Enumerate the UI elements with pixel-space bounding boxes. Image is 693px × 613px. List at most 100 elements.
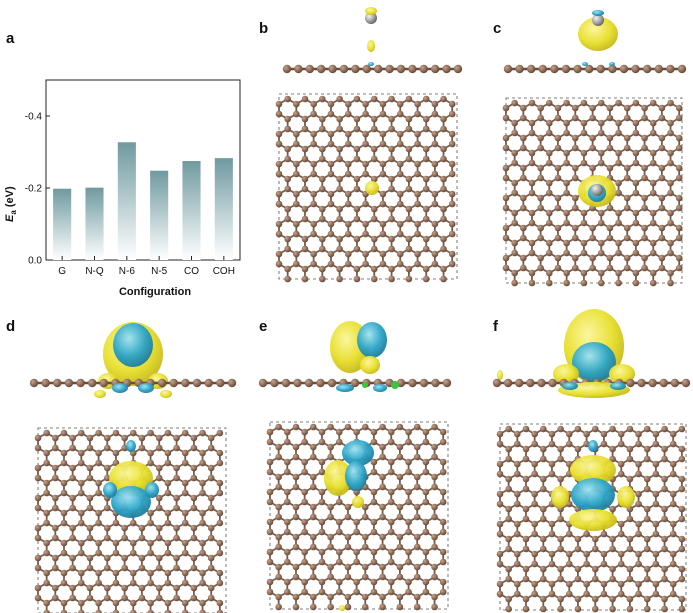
carbon-atom: [336, 215, 343, 223]
carbon-atom: [632, 119, 640, 127]
carbon-atom: [34, 474, 42, 482]
carbon-atom-side: [317, 64, 326, 74]
carbon-atom: [181, 539, 189, 547]
carbon-atom: [164, 609, 172, 613]
carbon-atom-side: [169, 378, 178, 388]
carbon-atom: [546, 279, 553, 287]
carbon-atom: [266, 488, 274, 496]
carbon-atom: [502, 224, 510, 232]
carbon-atom: [520, 264, 527, 272]
carbon-atom: [571, 174, 579, 182]
carbon-atom: [216, 579, 224, 587]
carbon-atom: [181, 489, 189, 497]
carbon-atom: [511, 99, 518, 107]
carbon-atom: [675, 234, 683, 242]
carbon-atom: [336, 145, 343, 153]
carbon-atom: [43, 539, 50, 547]
carbon-atom: [173, 534, 180, 542]
carbon-atom: [422, 265, 430, 273]
carbon-atom-side: [537, 378, 546, 388]
carbon-atom: [103, 504, 111, 512]
carbon-atom: [623, 204, 631, 212]
carbon-atom: [353, 558, 360, 566]
carbon-atom: [207, 434, 215, 442]
carbon-atom: [574, 605, 582, 613]
carbon-atom: [396, 140, 404, 148]
carbon-atom: [580, 219, 588, 227]
carbon-atom: [514, 460, 521, 468]
carbon-atom: [388, 245, 395, 253]
carbon-atom: [502, 194, 510, 202]
carbon-atom: [502, 134, 510, 142]
carbon-atom: [318, 578, 326, 586]
carbon-atom-side: [99, 378, 109, 388]
carbon-atom: [310, 140, 317, 148]
carbon-atom: [52, 474, 59, 482]
carbon-atom: [589, 144, 596, 152]
carbon-atom: [60, 569, 68, 577]
carbon-atom: [396, 473, 404, 481]
carbon-atom: [548, 460, 556, 468]
carbon-atom: [422, 185, 430, 193]
carbon-atom: [173, 504, 180, 512]
carbon-atom: [43, 479, 50, 487]
carbon-atom: [563, 119, 570, 127]
carbon-atom: [173, 554, 180, 562]
carbon-atom: [370, 578, 378, 586]
carbon-atom-side: [304, 378, 314, 388]
carbon-atom: [678, 485, 686, 493]
carbon-atom: [414, 190, 421, 198]
carbon-atom-side: [419, 378, 429, 388]
carbon-atom: [505, 455, 512, 463]
carbon-atom: [207, 444, 215, 452]
carbon-atom: [370, 428, 378, 436]
carbon-atom: [422, 488, 430, 496]
carbon-atom: [540, 445, 547, 453]
carbon-atom: [448, 170, 456, 178]
carbon-atom: [649, 189, 657, 197]
carbon-atom: [623, 194, 631, 202]
carbon-atom: [353, 518, 360, 526]
carbon-atom: [678, 515, 686, 523]
carbon-atom: [413, 543, 421, 551]
carbon-atom: [540, 565, 547, 573]
carbon-atom: [502, 144, 510, 152]
carbon-atom: [422, 145, 430, 153]
carbon-atom: [275, 110, 283, 118]
carbon-atom: [623, 164, 631, 172]
carbon-atom: [387, 458, 395, 466]
carbon-atom: [362, 130, 369, 138]
carbon-atom: [528, 269, 536, 277]
carbon-atom: [591, 565, 599, 573]
carbon-atom: [413, 503, 421, 511]
carbon-atom: [422, 245, 430, 253]
carbon-atom: [431, 473, 438, 481]
carbon-atom: [511, 189, 518, 197]
charge-depletion: [336, 384, 354, 392]
carbon-atom: [649, 99, 657, 107]
carbon-atom: [336, 155, 343, 163]
structure-panel-f: [492, 309, 691, 613]
carbon-atom: [138, 594, 146, 602]
carbon-atom: [60, 509, 68, 517]
carbon-atom: [615, 279, 622, 287]
carbon-atom: [641, 134, 648, 142]
carbon-atom: [353, 548, 360, 556]
carbon-atom: [216, 549, 224, 557]
carbon-atom: [292, 473, 300, 481]
carbon-atom-side: [181, 378, 190, 388]
carbon-atom: [284, 245, 291, 253]
carbon-atom: [379, 503, 386, 511]
carbon-atom: [422, 518, 430, 526]
carbon-atom: [344, 190, 352, 198]
carbon-atom: [60, 599, 68, 607]
carbon-atom: [661, 605, 668, 613]
carbon-atom: [414, 160, 421, 168]
carbon-atom: [496, 560, 504, 568]
carbon-atom: [396, 170, 404, 178]
carbon-atom: [370, 265, 378, 273]
carbon-atom: [164, 509, 172, 517]
carbon-atom: [396, 110, 404, 118]
carbon-atom: [540, 485, 547, 493]
carbon-atom: [597, 159, 605, 167]
